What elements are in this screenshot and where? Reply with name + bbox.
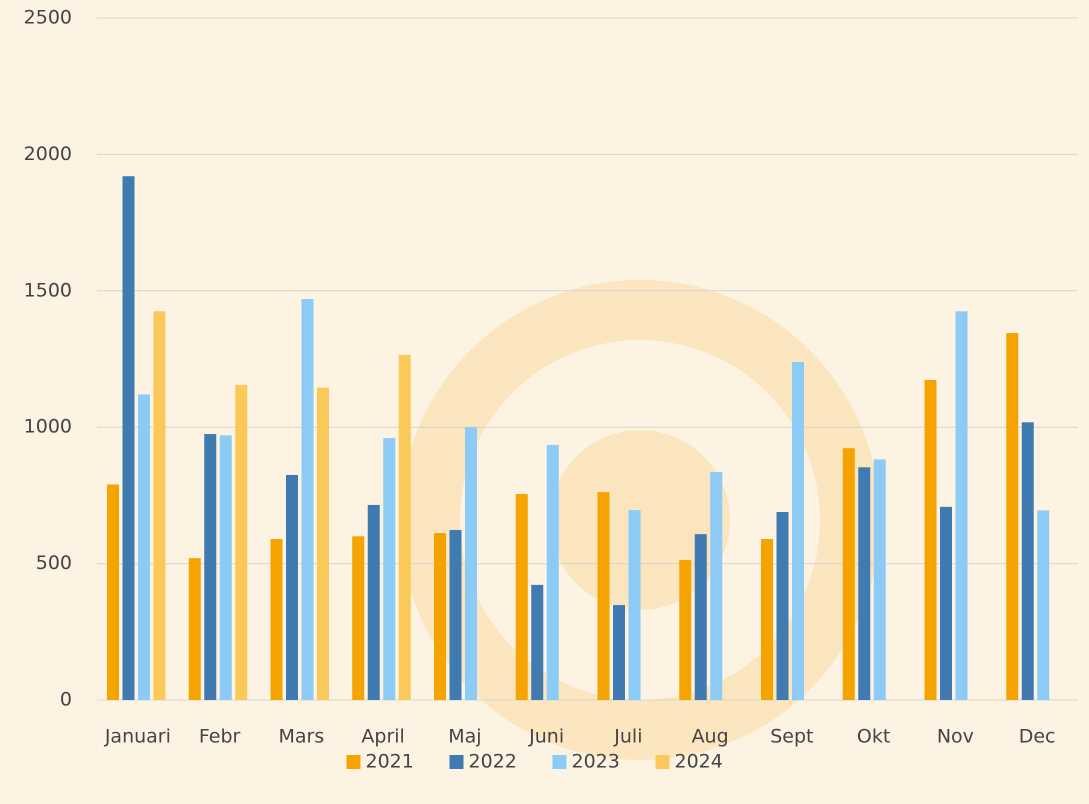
bar xyxy=(434,533,446,700)
bar xyxy=(1037,510,1049,700)
bar xyxy=(317,388,329,700)
bar xyxy=(1006,333,1018,700)
bar xyxy=(531,585,543,700)
bar xyxy=(761,539,773,700)
y-tick-label: 2000 xyxy=(24,143,72,165)
x-tick-label: Mars xyxy=(279,726,325,748)
bar xyxy=(123,176,135,700)
x-tick-label: Dec xyxy=(1019,726,1056,748)
bar xyxy=(286,475,298,700)
legend-swatch xyxy=(347,755,361,769)
bar xyxy=(204,434,216,700)
bar xyxy=(792,362,804,700)
bar xyxy=(940,507,952,700)
legend-label: 2024 xyxy=(675,751,723,773)
x-tick-label: Okt xyxy=(857,726,890,748)
legend-swatch xyxy=(553,755,567,769)
bar xyxy=(235,385,247,700)
chart: 0 500 1000 1500 2000 2500 Januari Febr Mars April… xyxy=(0,0,1089,804)
bar xyxy=(710,472,722,700)
legend-swatch xyxy=(656,755,670,769)
x-tick-label: Januari xyxy=(104,726,171,748)
bar xyxy=(352,536,364,700)
y-tick-label: 500 xyxy=(36,552,72,574)
y-tick-label: 1500 xyxy=(24,279,72,301)
bar xyxy=(956,311,968,700)
y-tick-label: 2500 xyxy=(24,7,72,29)
x-tick-label: Juli xyxy=(613,726,642,748)
x-tick-label: Juni xyxy=(528,726,564,748)
legend-label: 2021 xyxy=(366,751,414,773)
y-tick-label: 0 xyxy=(60,689,72,711)
bar xyxy=(777,512,789,700)
y-tick-label: 1000 xyxy=(24,416,72,438)
bar xyxy=(368,505,380,700)
bar xyxy=(858,467,870,700)
bar xyxy=(220,435,232,700)
bar xyxy=(613,605,625,700)
bar xyxy=(547,445,559,700)
bar xyxy=(465,427,477,700)
legend-swatch xyxy=(450,755,464,769)
bar xyxy=(925,380,937,700)
bar xyxy=(302,299,314,700)
bar xyxy=(843,448,855,700)
bar xyxy=(399,355,411,700)
bar xyxy=(874,459,886,700)
bar xyxy=(679,560,691,700)
bar xyxy=(271,539,283,700)
legend-label: 2023 xyxy=(572,751,620,773)
x-tick-label: Sept xyxy=(770,726,813,748)
x-tick-label: Nov xyxy=(937,726,974,748)
bar xyxy=(516,494,528,700)
bar xyxy=(450,530,462,700)
bar xyxy=(189,558,201,700)
bar xyxy=(383,438,395,700)
bar xyxy=(1022,422,1034,700)
x-tick-label: Aug xyxy=(692,726,729,748)
x-tick-label: April xyxy=(361,726,404,748)
bar xyxy=(629,510,641,700)
legend-label: 2022 xyxy=(469,751,517,773)
x-tick-label: Febr xyxy=(199,726,241,748)
bar xyxy=(107,484,119,700)
bar xyxy=(154,311,166,700)
x-tick-label: Maj xyxy=(448,726,481,748)
bar xyxy=(138,394,150,700)
bar xyxy=(695,534,707,700)
bar xyxy=(598,492,610,700)
